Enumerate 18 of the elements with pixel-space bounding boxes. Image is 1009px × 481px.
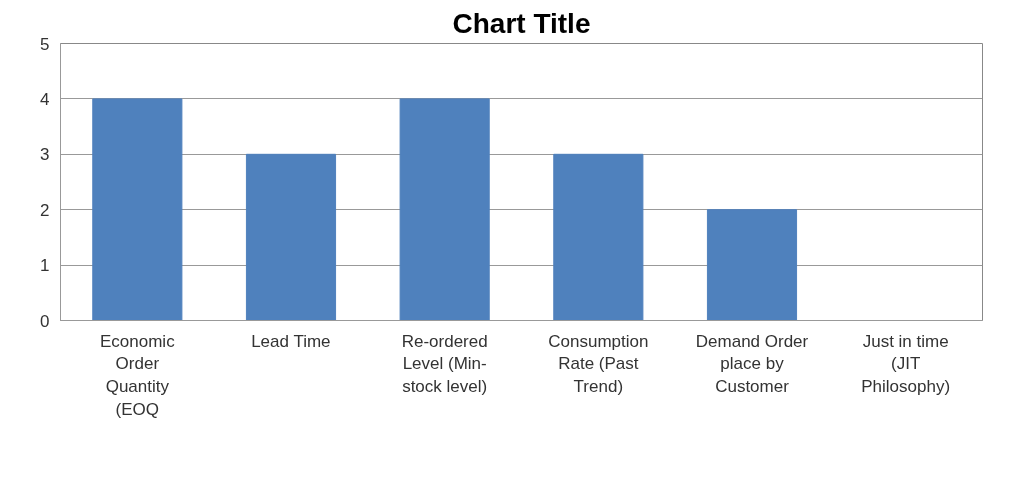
chart-title: Chart Title bbox=[452, 7, 591, 39]
bar bbox=[706, 209, 798, 321]
y-tick-label: 3 bbox=[40, 145, 50, 165]
x-tick-label: Consumption Rate (Past Trend) bbox=[548, 331, 649, 397]
y-tick-label: 1 bbox=[40, 256, 50, 276]
y-tick-label: 2 bbox=[40, 200, 50, 220]
y-tick-label: 0 bbox=[40, 311, 50, 331]
bar bbox=[245, 153, 337, 321]
x-tick-label: Economic Order Quantity (EOQ bbox=[100, 331, 176, 419]
x-tick-label: Just in time (JIT Philosophy) bbox=[861, 331, 951, 397]
x-tick-label: Re-ordered Level (Min-stock level) bbox=[401, 331, 488, 397]
x-tick-label: Demand Order place by Customer bbox=[695, 331, 809, 397]
y-tick-label: 4 bbox=[40, 89, 50, 109]
bar bbox=[92, 98, 183, 321]
bar bbox=[553, 153, 644, 321]
bar bbox=[399, 98, 490, 321]
y-tick-label: 5 bbox=[40, 34, 50, 54]
x-tick-label: Lead Time bbox=[251, 331, 331, 351]
